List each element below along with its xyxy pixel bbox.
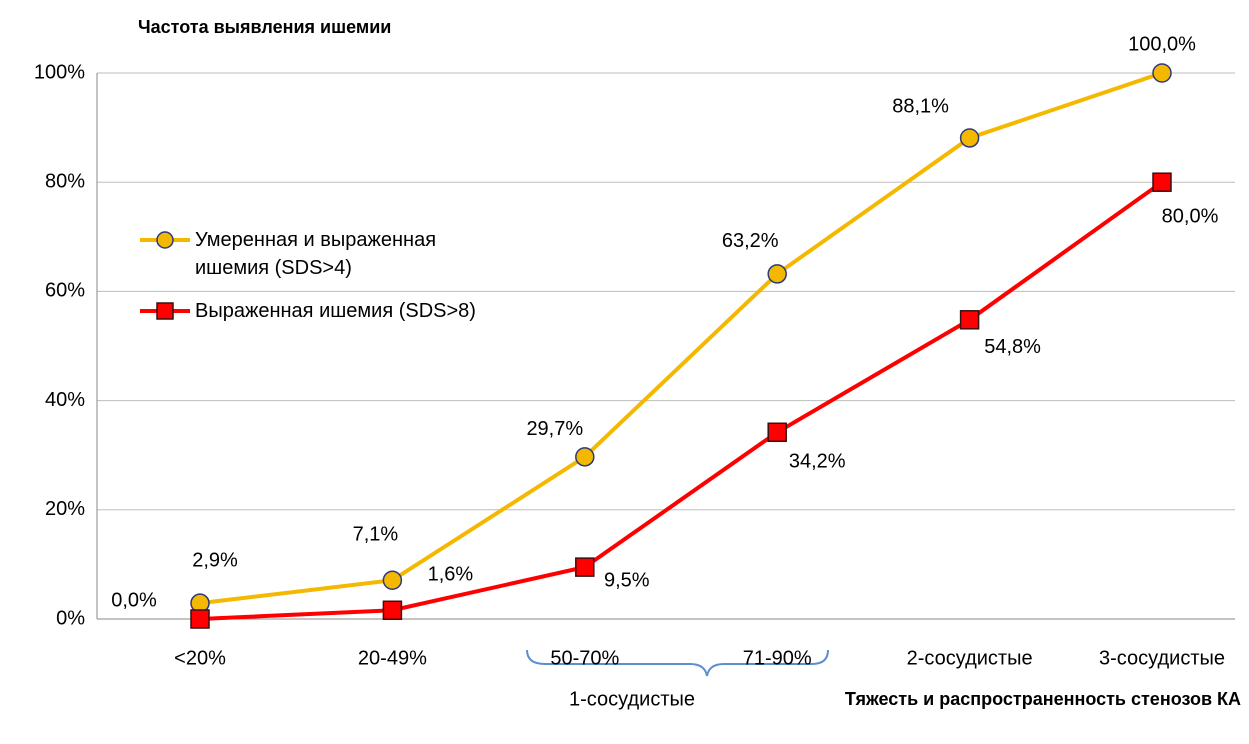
point	[767, 422, 787, 443]
group-label: 1-сосудистые	[569, 688, 695, 710]
y-tick-label: 60%	[45, 280, 85, 302]
group-brace	[526, 649, 829, 677]
y-tick-label: 0%	[56, 607, 85, 629]
data-label: 100,0%	[1128, 33, 1196, 55]
legend-marker	[156, 302, 174, 320]
x-axis-title: Тяжесть и распространенность стенозов КА	[844, 689, 1241, 709]
point	[575, 557, 595, 577]
data-label: 7,1%	[353, 524, 399, 546]
y-tick-label: 20%	[45, 498, 85, 520]
y-tick-label: 80%	[45, 170, 85, 192]
x-tick-label: 50-70%	[550, 647, 619, 669]
y-tick-label: 40%	[45, 389, 85, 411]
data-label: 88,1%	[892, 95, 949, 117]
point	[190, 609, 210, 629]
series-line	[199, 180, 1164, 621]
legend-label: Выраженная ишемия (SDS>8)	[195, 300, 476, 322]
data-label: 34,2%	[789, 451, 846, 473]
x-tick-label: 71-90%	[743, 647, 812, 669]
point	[382, 570, 403, 590]
legend-label: Умеренная и выраженная ишемия (SDS>4)	[195, 229, 437, 279]
data-label: 80,0%	[1162, 205, 1219, 227]
point	[575, 447, 595, 467]
data-label: 29,7%	[526, 418, 583, 440]
x-tick-label: 20-49%	[358, 647, 427, 669]
point	[959, 128, 980, 148]
point	[767, 264, 787, 284]
series-line	[199, 71, 1163, 606]
data-label: 54,8%	[984, 336, 1041, 358]
x-tick-label: 2-сосудистые	[907, 647, 1033, 669]
point	[382, 600, 403, 621]
y-axis-title: Частота выявления ишемии	[138, 17, 392, 37]
data-label: 2,9%	[192, 549, 238, 571]
point	[1152, 172, 1172, 192]
legend-marker	[156, 231, 174, 249]
data-label: 63,2%	[722, 230, 779, 252]
point	[959, 310, 980, 330]
data-label: 1,6%	[428, 564, 474, 586]
data-label: 9,5%	[604, 569, 650, 591]
x-tick-label: 3-сосудистые	[1099, 647, 1225, 669]
point	[1152, 63, 1172, 83]
x-tick-label: <20%	[174, 647, 226, 669]
data-label: 0,0%	[111, 589, 157, 611]
y-tick-label: 100%	[34, 61, 85, 83]
